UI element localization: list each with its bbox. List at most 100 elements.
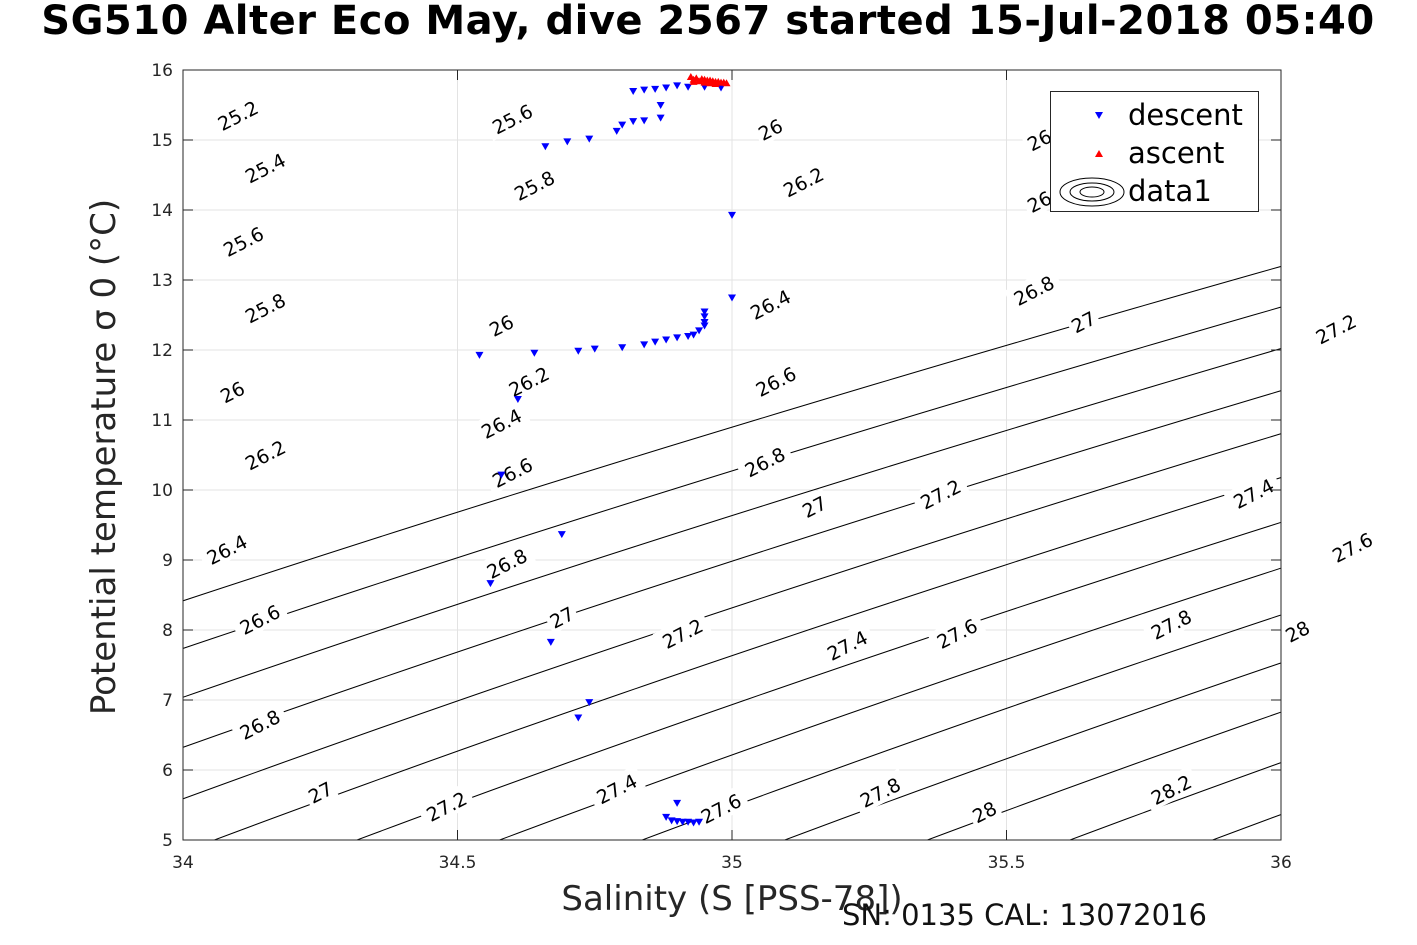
descent-point bbox=[662, 336, 671, 344]
contour-label-background bbox=[229, 700, 289, 747]
contour-label: 27 bbox=[301, 774, 339, 810]
data-points bbox=[475, 73, 736, 827]
y-tick-label: 14 bbox=[151, 201, 173, 221]
descent-point bbox=[728, 211, 736, 219]
contour-label-background bbox=[498, 357, 558, 404]
contour-label: 27.6 bbox=[1322, 523, 1382, 570]
contour-label-background bbox=[213, 217, 273, 264]
plot-frame bbox=[182, 69, 1282, 841]
contour-label-background bbox=[471, 399, 531, 446]
descent-point bbox=[618, 344, 627, 352]
descent-point bbox=[700, 313, 709, 321]
contour-line-25-6 bbox=[183, 347, 1281, 698]
ascent-point bbox=[700, 78, 709, 86]
ascent-point bbox=[695, 77, 704, 85]
contour-label-background bbox=[207, 91, 267, 138]
descent-point bbox=[557, 531, 566, 539]
legend-label-data1: data1 bbox=[1128, 174, 1212, 208]
y-tick-label: 6 bbox=[162, 761, 173, 781]
contour-line-25-8 bbox=[183, 390, 1281, 748]
contour-line-27 bbox=[783, 662, 1281, 840]
legend-label-descent: descent bbox=[1128, 98, 1243, 132]
y-tick-label: 8 bbox=[162, 621, 173, 641]
y-tick-label: 7 bbox=[162, 691, 173, 711]
descent-point bbox=[618, 121, 627, 129]
contour-label-background bbox=[235, 284, 295, 331]
descent-point bbox=[656, 102, 665, 109]
contour-label-background bbox=[196, 525, 256, 572]
ascent-point bbox=[706, 79, 715, 87]
descent-marker-icon bbox=[1095, 112, 1103, 119]
descent-point bbox=[640, 86, 649, 94]
contour-label-background bbox=[740, 280, 800, 327]
descent-point bbox=[585, 135, 594, 143]
descent-point bbox=[700, 322, 709, 330]
contour-label-background bbox=[482, 307, 520, 343]
x-tick-label: 34 bbox=[172, 853, 194, 873]
y-tick-label: 11 bbox=[151, 411, 173, 431]
descent-point bbox=[563, 138, 572, 146]
descent-point bbox=[695, 327, 704, 335]
contour-line-26-8 bbox=[640, 614, 1281, 840]
contour-label-background bbox=[910, 470, 970, 517]
ascent-point bbox=[722, 79, 731, 87]
contour-symbol-icon bbox=[1059, 177, 1125, 207]
descent-point bbox=[629, 118, 638, 126]
contour-line-26-2 bbox=[212, 477, 1281, 840]
contour-label-background bbox=[504, 161, 564, 208]
y-tick-label: 16 bbox=[151, 61, 173, 81]
contour-line-27-2 bbox=[925, 711, 1281, 840]
contour-label-background bbox=[482, 95, 542, 142]
x-tick-label: 34.5 bbox=[439, 853, 477, 873]
ascent-marker-icon bbox=[1095, 150, 1103, 157]
contour-label-background bbox=[773, 158, 833, 205]
contour-line-25-2 bbox=[183, 265, 1281, 602]
contour-label-background bbox=[1020, 121, 1058, 157]
descent-point bbox=[684, 83, 693, 91]
contour-label-background bbox=[1003, 266, 1063, 313]
descent-point bbox=[640, 117, 649, 125]
descent-point bbox=[513, 396, 522, 403]
y-tick-label: 10 bbox=[151, 481, 173, 501]
contour-label-background bbox=[850, 768, 910, 815]
descent-point bbox=[497, 471, 506, 479]
descent-point bbox=[612, 127, 621, 135]
contour-line-27-8 bbox=[1263, 28, 1417, 875]
contour-label-background bbox=[301, 774, 339, 810]
contour-label-background bbox=[1064, 303, 1102, 339]
descent-point bbox=[695, 818, 704, 826]
contour-label-background bbox=[1278, 613, 1316, 649]
y-tick-label: 15 bbox=[151, 131, 173, 151]
descent-point bbox=[700, 308, 709, 316]
contour-label-background bbox=[1141, 765, 1201, 812]
contour-line-25-4 bbox=[183, 306, 1281, 649]
descent-point bbox=[651, 338, 660, 346]
contour-line-26-4 bbox=[355, 521, 1281, 840]
descent-point bbox=[629, 88, 638, 95]
contour-label-background bbox=[1141, 600, 1201, 647]
contour-line-26-6 bbox=[498, 567, 1281, 840]
descent-point bbox=[662, 84, 671, 92]
x-axis-label: Salinity (S [PSS-78]) bbox=[561, 879, 903, 919]
legend-entry-descent: descent bbox=[1051, 96, 1258, 132]
ascent-point bbox=[689, 77, 698, 85]
descent-point bbox=[475, 351, 484, 359]
descent-point bbox=[574, 347, 583, 355]
legend: descent ascent data1 bbox=[1050, 91, 1259, 212]
contour-label-background bbox=[751, 111, 789, 147]
contour-label-background bbox=[817, 621, 877, 668]
descent-point bbox=[574, 714, 583, 722]
contour-line-26 bbox=[183, 433, 1281, 800]
descent-point bbox=[656, 114, 665, 122]
descent-point bbox=[486, 580, 495, 588]
legend-entry-data1: data1 bbox=[1051, 172, 1258, 208]
contour-label-background bbox=[235, 431, 295, 478]
contour-label-background bbox=[1322, 523, 1382, 570]
contour-label-background bbox=[734, 438, 794, 485]
contour-label-background bbox=[1305, 305, 1365, 352]
descent-point bbox=[678, 818, 687, 826]
contour-label-background bbox=[229, 595, 289, 642]
descent-point bbox=[662, 813, 671, 821]
legend-entry-ascent: ascent bbox=[1051, 134, 1258, 170]
axes: 34 34.5 35 35.5 36 5 6 7 8 9 10 11 12 13 14 15 16 bbox=[151, 61, 1291, 873]
